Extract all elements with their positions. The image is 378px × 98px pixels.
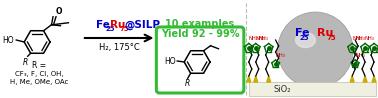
Text: H₂, 175°C: H₂, 175°C (99, 43, 139, 52)
Text: 25: 25 (300, 35, 310, 41)
Text: NH₃: NH₃ (355, 36, 365, 41)
Polygon shape (372, 76, 376, 82)
Polygon shape (363, 76, 367, 82)
Text: 25: 25 (105, 26, 115, 32)
Text: NH₃: NH₃ (259, 36, 269, 41)
Polygon shape (350, 76, 354, 82)
Circle shape (277, 12, 353, 88)
Text: O: O (56, 7, 62, 16)
Text: Ru: Ru (318, 28, 334, 38)
Polygon shape (247, 76, 251, 82)
Text: NH₃: NH₃ (352, 36, 362, 41)
Ellipse shape (296, 33, 315, 48)
Text: R =: R = (32, 62, 46, 70)
Text: HO: HO (165, 57, 176, 65)
Text: SiO₂: SiO₂ (274, 84, 291, 93)
Text: Ru: Ru (110, 20, 125, 30)
Text: CF₃, F, Cl, OH,: CF₃, F, Cl, OH, (15, 71, 64, 77)
Text: 75: 75 (119, 26, 129, 32)
Text: R: R (23, 58, 28, 67)
Text: 75: 75 (326, 35, 336, 41)
Text: NH₃: NH₃ (355, 53, 365, 58)
Polygon shape (254, 76, 258, 82)
Text: HO: HO (3, 35, 14, 44)
Text: H, Me, OMe, OAc: H, Me, OMe, OAc (10, 79, 68, 85)
Text: NH₃: NH₃ (276, 53, 285, 58)
Text: R: R (185, 79, 190, 88)
Text: Yield 92 - 99%: Yield 92 - 99% (161, 29, 239, 39)
Text: NH₃: NH₃ (249, 36, 259, 41)
FancyBboxPatch shape (156, 27, 244, 93)
Text: Fe: Fe (295, 28, 310, 38)
Text: NH₃: NH₃ (364, 36, 374, 41)
Text: NH₃: NH₃ (256, 36, 266, 41)
FancyBboxPatch shape (249, 82, 376, 96)
Text: 10 examples: 10 examples (166, 19, 235, 29)
Text: @SILP: @SILP (124, 20, 160, 30)
Polygon shape (267, 76, 271, 82)
Text: Fe: Fe (96, 20, 110, 30)
